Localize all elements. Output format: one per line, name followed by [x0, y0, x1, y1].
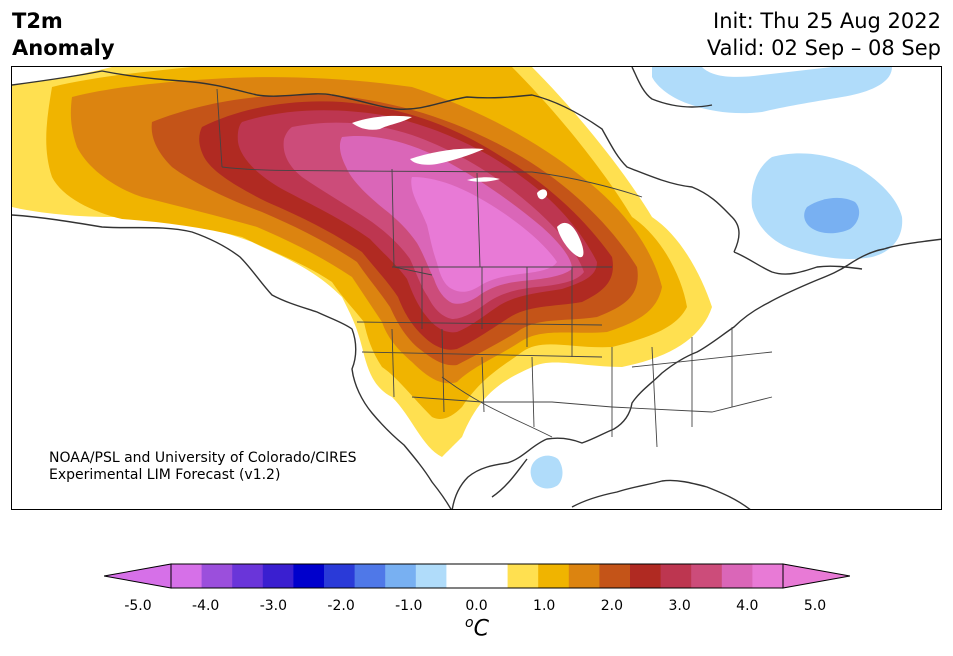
coastlines	[12, 67, 941, 509]
lake-shape-3	[467, 177, 500, 182]
title-line-2: Anomaly	[12, 36, 115, 60]
colorbar-swatch	[171, 564, 203, 588]
colorbar-tick-label: -2.0	[327, 598, 355, 614]
colorbar-swatch	[691, 564, 723, 588]
colorbar-swatch	[385, 564, 417, 588]
title-line-1: T2m	[12, 9, 63, 33]
colorbar-outline	[170, 563, 784, 589]
credit-line-1: NOAA/PSL and University of Colorado/CIRE…	[49, 450, 357, 466]
valid-range: Valid: 02 Sep – 08 Sep	[706, 36, 941, 60]
anomaly-fill-lightblue-north	[652, 67, 892, 114]
colorbar-tick-label: 4.0	[736, 598, 759, 614]
colorbar-swatch	[660, 564, 692, 588]
colorbar-swatch	[721, 564, 753, 588]
colorbar-swatch	[752, 564, 784, 588]
colorbar-swatch	[262, 564, 294, 588]
colorbar-extend-low	[104, 563, 172, 589]
credit-text: NOAA/PSL and University of Colorado/CIRE…	[49, 450, 357, 484]
unit-degree: o	[465, 615, 474, 631]
anomaly-fill-blue-east	[804, 197, 860, 234]
colorbar-tick-label: -3.0	[259, 598, 288, 614]
forecast-dates: Init: Thu 25 Aug 2022 Valid: 02 Sep – 08…	[707, 8, 941, 62]
init-date: Init: Thu 25 Aug 2022	[713, 9, 941, 33]
lake-shape-2	[410, 148, 484, 165]
anomaly-fill-magenta	[411, 177, 557, 292]
colorbar-swatch	[599, 564, 631, 588]
unit-letter: C	[473, 616, 489, 642]
colorbar-swatch	[568, 564, 600, 588]
colorbar-tick-label: -4.0	[192, 598, 220, 614]
colorbar-tick-label: 2.0	[600, 598, 624, 614]
lake-shape-1	[352, 115, 412, 130]
anomaly-map	[11, 66, 942, 510]
colorbar-swatch	[354, 564, 386, 588]
colorbar-swatch	[201, 564, 233, 588]
colorbar-tick-label: 0.0	[465, 598, 488, 614]
credit-line-2: Experimental LIM Forecast (v1.2)	[49, 467, 281, 483]
colorbar-swatch	[232, 564, 264, 588]
map-title: T2m Anomaly	[12, 8, 115, 62]
colorbar-swatch	[630, 564, 662, 588]
colorbar-extend-high	[782, 563, 850, 589]
lake-shape-4	[557, 222, 584, 258]
map-canvas	[12, 67, 941, 509]
colorbar	[104, 563, 850, 589]
colorbar-swatch	[293, 564, 325, 588]
colorbar-swatch	[507, 564, 539, 588]
lake-shape-5	[537, 189, 548, 200]
anomaly-fill-lightblue-mexico	[530, 455, 563, 489]
colorbar-tick-label: -5.0	[124, 598, 152, 614]
colorbar-swatch	[324, 564, 356, 588]
colorbar-swatch	[415, 564, 447, 588]
colorbar-tick-label: 3.0	[668, 598, 691, 614]
colorbar-tick-label: -1.0	[395, 598, 423, 614]
colorbar-swatch	[477, 564, 509, 588]
colorbar-swatch	[446, 564, 478, 588]
colorbar-swatch	[538, 564, 570, 588]
colorbar-tick-label: 5.0	[803, 598, 827, 614]
colorbar-tick-label: 1.0	[533, 598, 556, 614]
political-borders	[216, 88, 773, 448]
colorbar-unit: oC	[465, 615, 489, 641]
